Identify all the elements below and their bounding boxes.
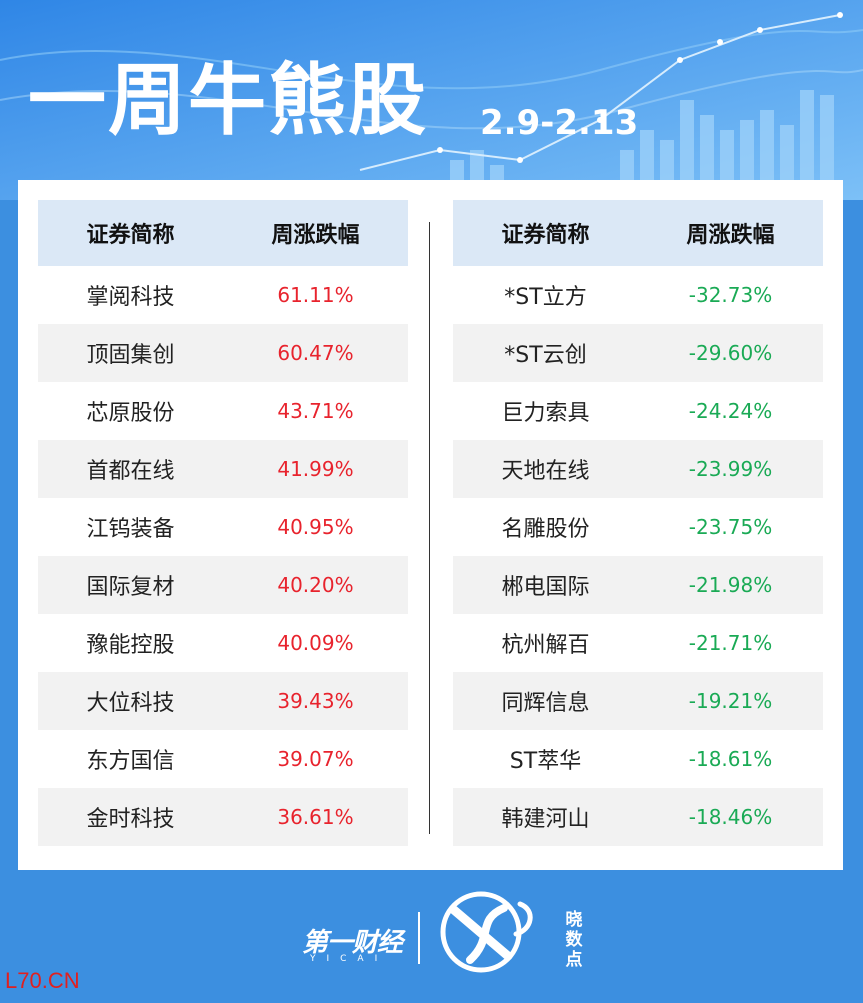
- stock-name: 名雕股份: [501, 517, 590, 542]
- weekly-change: 39.07%: [277, 747, 354, 771]
- gainers-header-row: 证券简称 周涨跌幅: [38, 200, 408, 266]
- weekly-change: -18.46%: [688, 805, 773, 829]
- stock-name: 同辉信息: [501, 691, 590, 716]
- weekly-change: -21.71%: [688, 631, 773, 655]
- stock-name: 韩建河山: [501, 807, 590, 832]
- column-header-change: 周涨跌幅: [271, 223, 360, 248]
- stock-name: 豫能控股: [86, 633, 175, 658]
- table-row: 国际复材 40.20%: [38, 556, 408, 614]
- table-row: 掌阅科技 61.11%: [38, 266, 408, 324]
- stock-name: *ST云创: [504, 343, 587, 368]
- weekly-change: -24.24%: [688, 399, 773, 423]
- column-header-name: 证券简称: [86, 223, 175, 248]
- weekly-change: -29.60%: [688, 341, 773, 365]
- xiaoshudian-logo-icon: [440, 891, 533, 973]
- stock-name: 大位科技: [86, 691, 175, 716]
- table-row: 顶固集创 60.47%: [38, 324, 408, 382]
- table-row: 同辉信息 -19.21%: [453, 672, 823, 730]
- weekly-change: -19.21%: [688, 689, 773, 713]
- weekly-change: -23.99%: [688, 457, 773, 481]
- stock-name: 顶固集创: [86, 343, 175, 368]
- table-row: 金时科技 36.61%: [38, 788, 408, 846]
- table-row: 大位科技 39.43%: [38, 672, 408, 730]
- watermark: L70.CN: [5, 968, 80, 993]
- ranking-card: 证券简称 周涨跌幅 掌阅科技 61.11% 顶固集创 60.47% 芯原股份 43.7…: [18, 180, 843, 870]
- yicai-logo-sub: YICAI: [310, 954, 389, 964]
- column-header-name: 证券简称: [501, 223, 590, 248]
- weekly-change: 40.95%: [277, 515, 354, 539]
- table-row: 首都在线 41.99%: [38, 440, 408, 498]
- table-row: ST萃华 -18.61%: [453, 730, 823, 788]
- table-row: 郴电国际 -21.98%: [453, 556, 823, 614]
- stock-name: 郴电国际: [501, 575, 590, 600]
- gainers-table: 证券简称 周涨跌幅 掌阅科技 61.11% 顶固集创 60.47% 芯原股份 43.7…: [38, 200, 408, 846]
- losers-header-row: 证券简称 周涨跌幅: [453, 200, 823, 266]
- header-background: [0, 0, 863, 200]
- stock-name: 巨力索具: [501, 401, 590, 426]
- losers-table: 证券简称 周涨跌幅 *ST立方 -32.73% *ST云创 -29.60% 巨力索具…: [453, 200, 823, 846]
- weekly-change: 40.09%: [277, 631, 354, 655]
- stock-name: 金时科技: [86, 807, 175, 832]
- table-row: 江钨装备 40.95%: [38, 498, 408, 556]
- stock-name: 东方国信: [86, 749, 175, 774]
- table-row: *ST云创 -29.60%: [453, 324, 823, 382]
- table-row: 天地在线 -23.99%: [453, 440, 823, 498]
- page-title: 一周牛熊股: [28, 56, 429, 146]
- weekly-change: 43.71%: [277, 399, 354, 423]
- weekly-change: -23.75%: [688, 515, 773, 539]
- weekly-change: 39.43%: [277, 689, 354, 713]
- weekly-change: -32.73%: [688, 283, 773, 307]
- date-range: 2.9-2.13: [480, 103, 639, 143]
- yicai-logo: 第一财经: [302, 928, 403, 958]
- stock-name: 首都在线: [86, 459, 175, 484]
- weekly-change: 61.11%: [277, 283, 354, 307]
- weekly-change: 36.61%: [277, 805, 354, 829]
- weekly-change: -21.98%: [688, 573, 773, 597]
- stock-name: *ST立方: [504, 285, 587, 310]
- xiaoshudian-text: 晓数点: [565, 910, 583, 970]
- stock-name: 芯原股份: [86, 401, 175, 426]
- weekly-change: 40.20%: [277, 573, 354, 597]
- weekly-change: 60.47%: [277, 341, 354, 365]
- stock-name: ST萃华: [509, 749, 582, 774]
- footer-separator: [418, 912, 420, 964]
- table-row: 东方国信 39.07%: [38, 730, 408, 788]
- table-row: 韩建河山 -18.46%: [453, 788, 823, 846]
- stock-name: 掌阅科技: [86, 285, 175, 310]
- stock-name: 国际复材: [86, 575, 175, 600]
- stock-name: 杭州解百: [501, 633, 590, 658]
- table-row: 豫能控股 40.09%: [38, 614, 408, 672]
- table-row: *ST立方 -32.73%: [453, 266, 823, 324]
- table-row: 芯原股份 43.71%: [38, 382, 408, 440]
- stock-name: 江钨装备: [86, 517, 175, 542]
- table-row: 杭州解百 -21.71%: [453, 614, 823, 672]
- stock-name: 天地在线: [501, 459, 590, 484]
- weekly-change: 41.99%: [277, 457, 354, 481]
- weekly-change: -18.61%: [688, 747, 773, 771]
- column-header-change: 周涨跌幅: [686, 223, 775, 248]
- table-row: 名雕股份 -23.75%: [453, 498, 823, 556]
- table-row: 巨力索具 -24.24%: [453, 382, 823, 440]
- table-divider: [429, 222, 430, 834]
